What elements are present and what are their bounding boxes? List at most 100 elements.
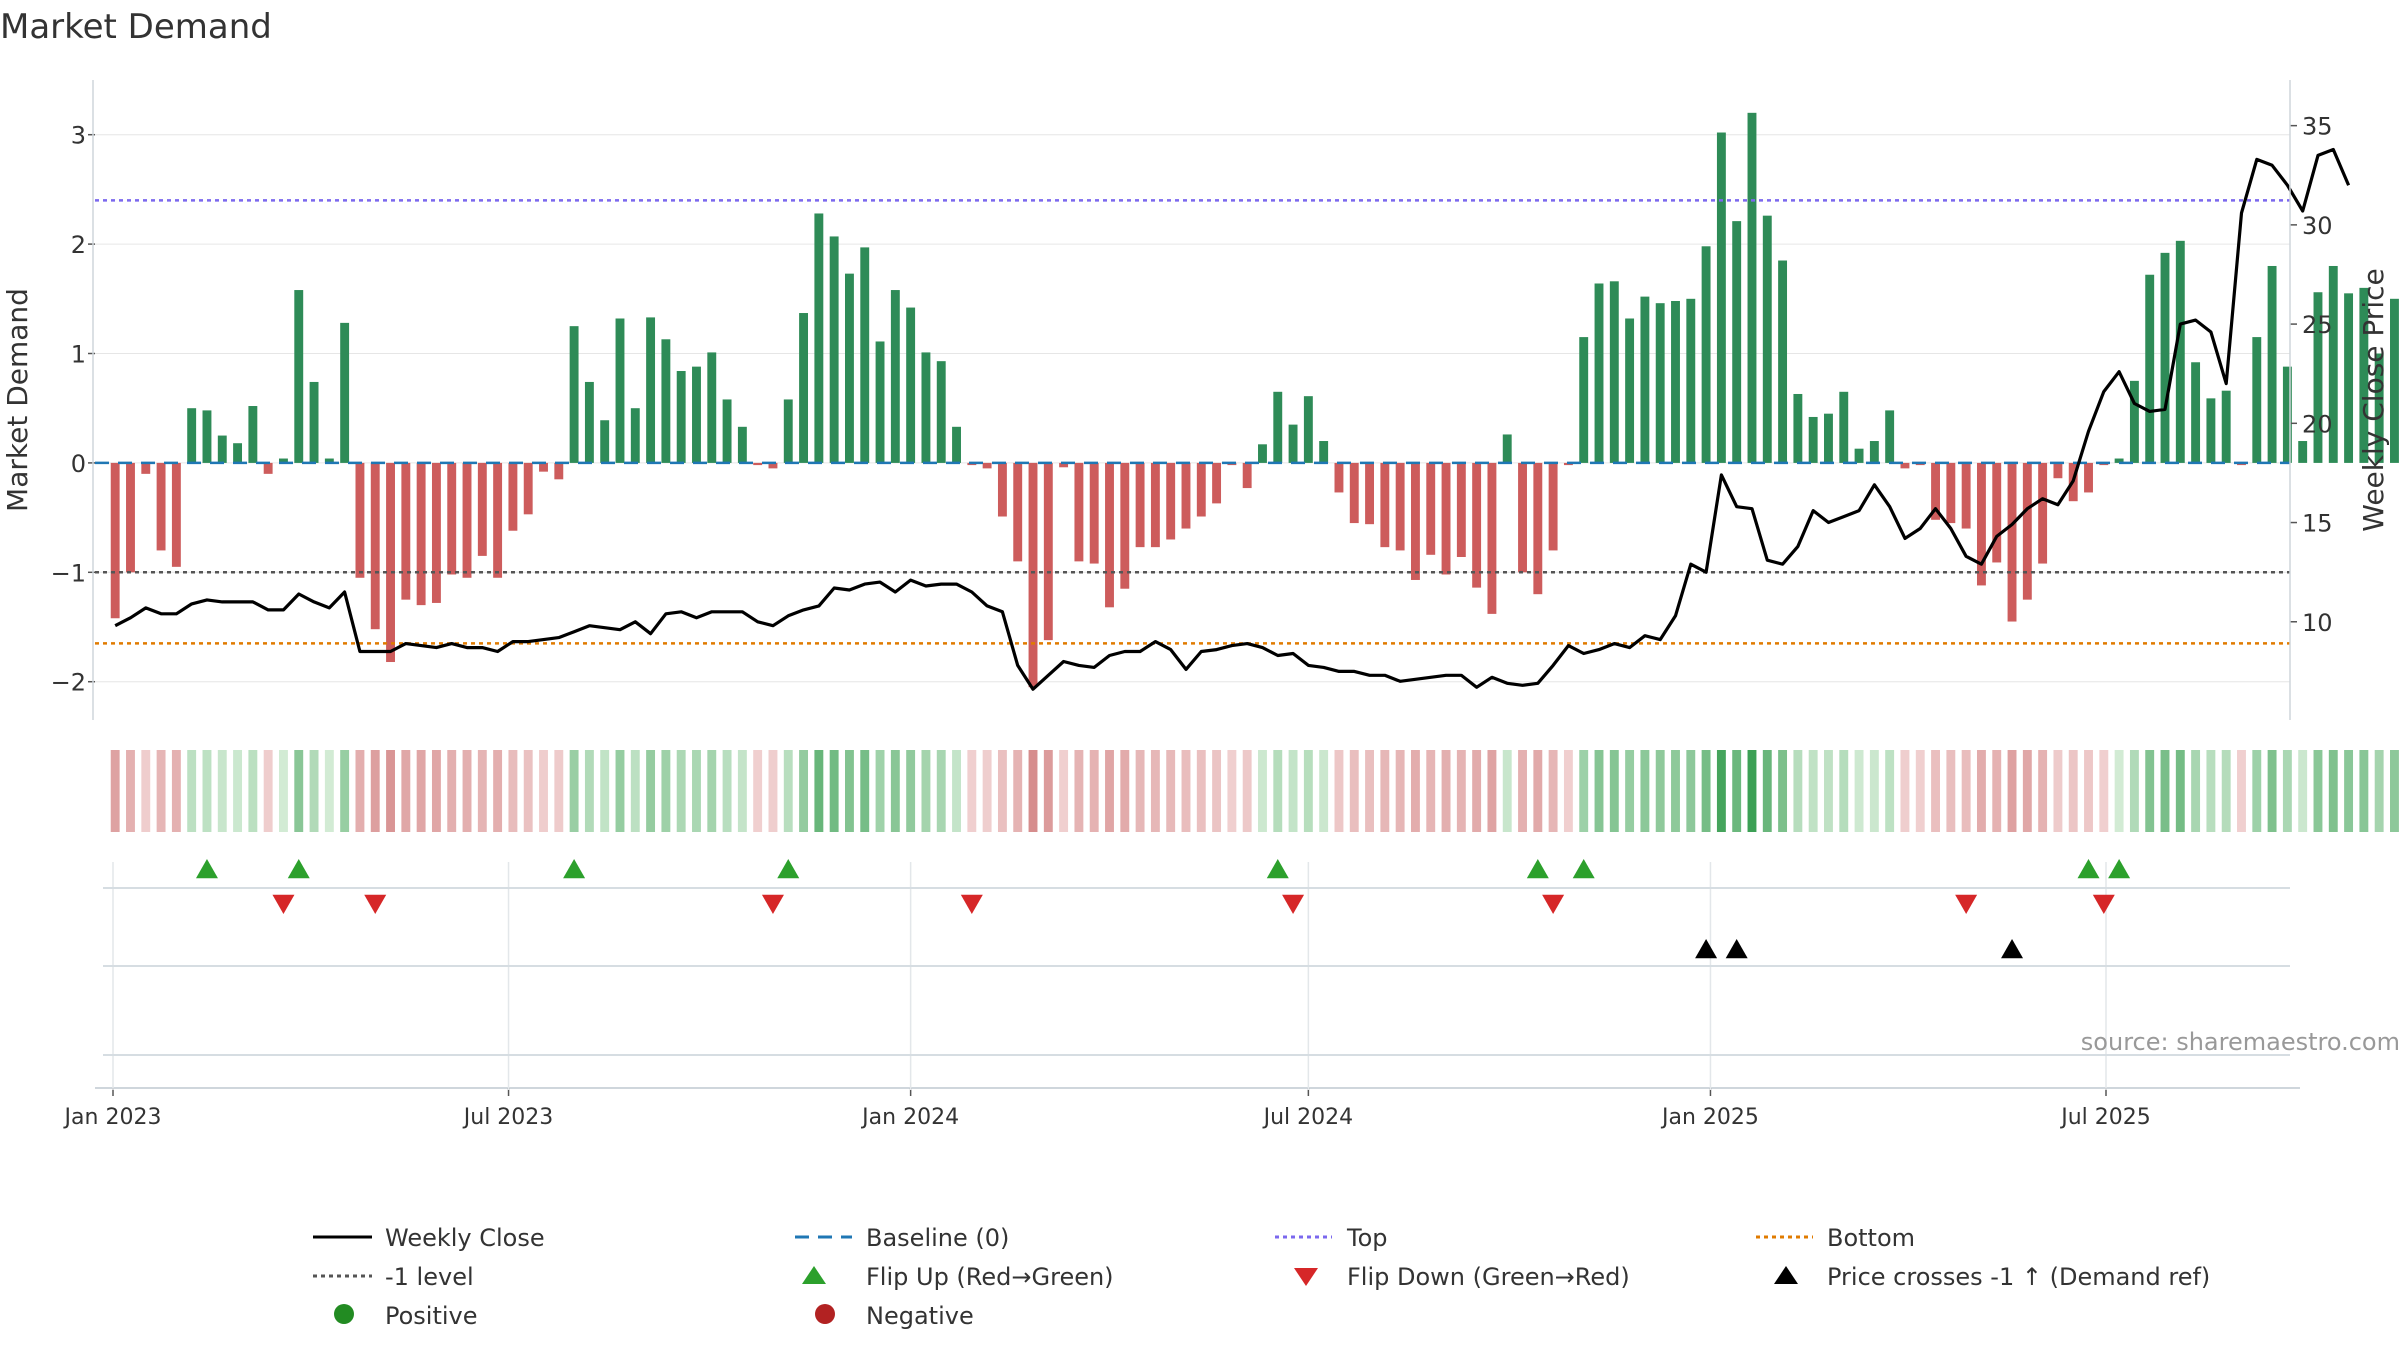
legend-label-flip-up: Flip Up (Red→Green): [866, 1263, 1114, 1291]
demand-bar: [1028, 462, 1038, 688]
demand-bar: [309, 381, 319, 463]
heat-cell: [1441, 750, 1451, 832]
demand-bar: [340, 322, 350, 463]
heat-cell: [2175, 750, 2185, 832]
heat-cell: [860, 750, 870, 832]
heat-cell: [2237, 750, 2246, 832]
demand-bar: [997, 462, 1007, 517]
demand-bar: [860, 247, 870, 463]
heat-cell: [1105, 750, 1114, 832]
demand-bar: [1196, 462, 1206, 517]
heat-cell: [340, 750, 350, 832]
heat-cell: [462, 750, 472, 832]
heat-cell: [707, 750, 717, 832]
demand-bar: [2328, 265, 2338, 463]
demand-bar: [753, 462, 763, 466]
price-line: [114, 147, 2351, 691]
demand-bar: [799, 313, 809, 463]
heat-cell: [2053, 750, 2063, 832]
heat-cell: [722, 750, 732, 832]
demand-bar: [1441, 462, 1451, 575]
heat-cell: [1410, 750, 1420, 832]
demand-bar: [324, 458, 334, 463]
heat-cell: [1701, 750, 1711, 832]
demand-bar: [661, 339, 671, 463]
flip-down-marker: [272, 894, 295, 914]
heat-cell: [1472, 750, 1482, 832]
demand-bar: [1824, 413, 1833, 463]
demand-bar: [156, 462, 166, 551]
demand-bar: [615, 318, 625, 463]
demand-bar: [1074, 462, 1084, 562]
heat-cell: [2267, 750, 2277, 832]
demand-bar: [2145, 274, 2155, 463]
demand-bar: [1105, 462, 1114, 608]
heat-cell: [508, 750, 518, 832]
negative-dot-icon: [815, 1304, 835, 1324]
heat-cell: [1609, 750, 1619, 832]
demand-bar: [936, 361, 946, 463]
heat-cell: [431, 750, 441, 832]
demand-bar: [1716, 132, 1726, 463]
heat-cell: [1915, 750, 1925, 832]
heat-cell: [921, 750, 931, 832]
flip-down-icon: [1294, 1268, 1318, 1286]
legend-item-positive: Positive: [334, 1302, 478, 1330]
heat-cell: [1716, 750, 1726, 832]
demand-bar: [2221, 390, 2231, 463]
demand-bar: [1594, 283, 1604, 463]
demand-bar: [1166, 462, 1176, 540]
demand-bar: [921, 352, 931, 463]
demand-bar: [233, 443, 243, 463]
heat-cell: [539, 750, 548, 832]
heat-cell: [1181, 750, 1191, 832]
heat-cell: [126, 750, 135, 832]
grid-lines: [95, 134, 2290, 683]
demand-bar: [1548, 462, 1558, 551]
heat-cell: [1839, 750, 1849, 832]
y-tick-label: −2: [51, 669, 86, 697]
demand-bar: [1502, 434, 1512, 463]
heat-cell: [676, 750, 686, 832]
legend-item-price-cross: Price crosses -1 ↑ (Demand ref): [1774, 1263, 2210, 1291]
heat-cell: [554, 750, 564, 832]
heat-cell: [1166, 750, 1176, 832]
heat-cell: [1655, 750, 1665, 832]
demand-bar: [1487, 462, 1497, 614]
heat-cell: [890, 750, 900, 832]
heat-cell: [2084, 750, 2093, 832]
heat-cell: [171, 750, 181, 832]
demand-bar: [952, 426, 961, 463]
flip-up-marker: [777, 859, 800, 879]
demand-bar: [294, 290, 304, 463]
demand-bar: [1319, 441, 1329, 463]
heat-cell: [263, 750, 273, 832]
x-tick-label: Jan 2024: [860, 1105, 959, 1130]
flip-down-marker: [1542, 894, 1565, 914]
heat-cell: [1013, 750, 1023, 832]
demand-bar: [1410, 462, 1420, 580]
heat-cell: [1563, 750, 1573, 832]
demand-bar: [1288, 424, 1298, 463]
heat-cell: [768, 750, 778, 832]
demand-bar: [2160, 252, 2170, 463]
heat-cell: [477, 750, 487, 832]
flip-down-marker: [761, 894, 784, 914]
heat-cell: [2252, 750, 2262, 832]
x-tick-label: Jan 2023: [63, 1105, 162, 1130]
legend-label-bottom: Bottom: [1827, 1224, 1915, 1252]
demand-bar: [1212, 462, 1222, 504]
heat-cell: [2099, 750, 2109, 832]
heat-cell: [2160, 750, 2170, 832]
heat-cell: [1395, 750, 1405, 832]
demand-bar: [171, 462, 181, 567]
demand-bar: [554, 462, 564, 480]
demand-bar: [1150, 462, 1160, 548]
heat-cell: [799, 750, 809, 832]
heat-cell: [1273, 750, 1283, 832]
demand-bar: [1135, 462, 1145, 548]
demand-bar: [1808, 416, 1818, 463]
demand-bar: [477, 462, 487, 556]
heat-cell: [1502, 750, 1512, 832]
demand-bar: [1456, 462, 1466, 557]
